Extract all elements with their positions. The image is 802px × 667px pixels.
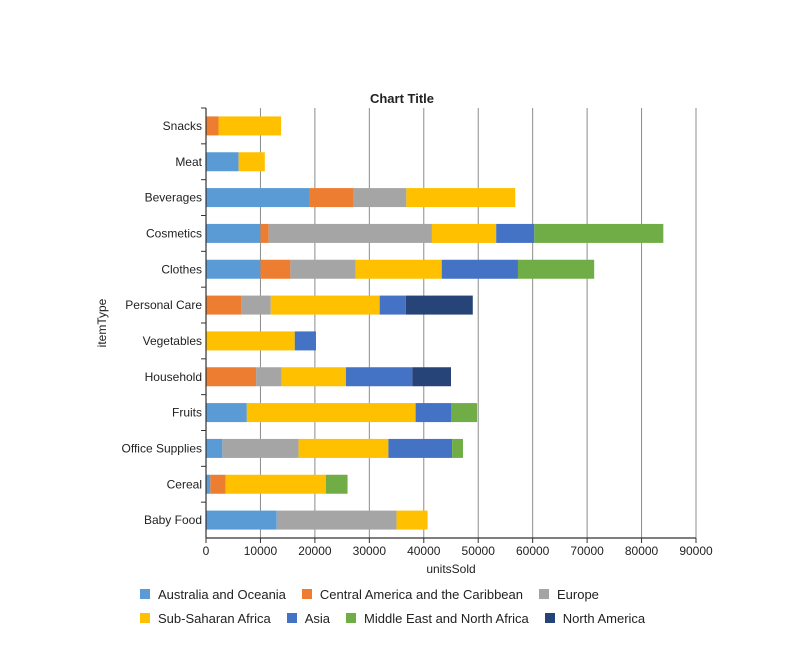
bar-segment <box>222 438 299 458</box>
y-tick-label: Meat <box>175 155 202 169</box>
y-tick-label: Household <box>145 370 202 384</box>
legend-row-1: Australia and Oceania Central America an… <box>140 582 700 606</box>
bar-segment <box>268 223 432 243</box>
bar-segment <box>246 403 416 423</box>
bar-segment <box>325 474 348 494</box>
legend-label: Central America and the Caribbean <box>319 586 523 602</box>
legend-item: Central America and the Caribbean <box>301 586 523 602</box>
bar-segment <box>517 259 595 279</box>
y-tick-label: Snacks <box>163 119 202 133</box>
bar-segment <box>206 331 295 351</box>
chart-title: Chart Title <box>370 91 434 106</box>
bar-segment <box>270 295 380 315</box>
bar-segment <box>260 259 291 279</box>
y-tick-label: Personal Care <box>125 298 202 312</box>
x-tick-label: 20000 <box>298 544 332 558</box>
bar-segment <box>206 510 277 530</box>
chart-svg: Chart Title 0 10000 20000 30000 40000 50000 600… <box>95 91 713 576</box>
legend-swatch <box>544 613 555 623</box>
legend-item: Europe <box>538 586 599 602</box>
bar-segment <box>534 223 664 243</box>
x-tick-label: 80000 <box>625 544 659 558</box>
legend-swatch <box>140 613 150 623</box>
bar-segment <box>206 116 219 136</box>
bar-segment <box>206 438 223 458</box>
legend-swatch <box>346 613 357 623</box>
legend-label: Middle East and North Africa <box>364 610 529 626</box>
bar-segment <box>388 438 453 458</box>
x-tick-label: 60000 <box>516 544 550 558</box>
bar-segment <box>206 367 257 387</box>
y-axis-title: itemType <box>95 298 109 347</box>
bar-segment <box>206 223 261 243</box>
legend-label: North America <box>562 610 646 626</box>
legend-label: Australia and Oceania <box>158 586 286 602</box>
legend-item: Australia and Oceania <box>140 587 286 602</box>
bar-segment <box>290 259 356 279</box>
bar-segment <box>379 295 406 315</box>
legend: Australia and Oceania Central America an… <box>140 582 700 630</box>
bar-segment <box>206 295 242 315</box>
legend-label: Sub-Saharan Africa <box>158 610 271 626</box>
x-axis-title: unitsSold <box>426 562 475 576</box>
legend-item: Middle East and North Africa <box>346 611 529 626</box>
y-tick-label: Vegetables <box>143 334 202 348</box>
legend-swatch <box>140 589 150 599</box>
bar-segment <box>431 223 497 243</box>
bar-segment <box>260 223 269 243</box>
bar-segment <box>355 259 442 279</box>
legend-item: Asia <box>286 610 331 626</box>
x-tick-label: 40000 <box>407 544 441 558</box>
legend-label: Europe <box>556 586 599 602</box>
bar-segment <box>210 474 226 494</box>
x-tick-label: 70000 <box>570 544 604 558</box>
bar-segment <box>238 152 265 172</box>
bar-segment <box>452 438 463 458</box>
bar-segment <box>206 474 211 494</box>
x-tick-label: 0 <box>203 544 210 558</box>
bar-segment <box>415 403 451 423</box>
y-tick-label: Cereal <box>167 477 202 491</box>
bar-segment <box>406 188 516 208</box>
y-tick-label: Office Supplies <box>122 441 203 455</box>
bar-segment <box>206 152 239 172</box>
bar-segment <box>353 188 407 208</box>
legend-swatch <box>538 589 549 599</box>
x-tick-label: 10000 <box>244 544 278 558</box>
legend-swatch <box>286 613 297 623</box>
legend-item: Sub-Saharan Africa <box>140 611 271 626</box>
bar-segment <box>298 438 389 458</box>
bar-segment <box>218 116 282 136</box>
x-tick-label: 30000 <box>353 544 387 558</box>
bar-segment <box>276 510 397 530</box>
bar-segment <box>281 367 346 387</box>
bar-segment <box>496 223 535 243</box>
bar-segment <box>294 331 316 351</box>
bar-segment <box>345 367 413 387</box>
bar-segment <box>396 510 428 530</box>
bar-segment <box>441 259 518 279</box>
legend-row-2: Sub-Saharan Africa Asia Middle East and … <box>140 606 700 630</box>
bar-segment <box>451 403 478 423</box>
bar-segment <box>206 259 261 279</box>
x-tick-label: 50000 <box>462 544 496 558</box>
bar-segment <box>405 295 473 315</box>
legend-label: Asia <box>304 610 331 626</box>
y-tick-label: Clothes <box>161 262 202 276</box>
bar-segment <box>206 403 247 423</box>
y-tick-label: Fruits <box>172 406 202 420</box>
bar-segment <box>225 474 326 494</box>
bar-segment <box>309 188 353 208</box>
bar-segment <box>412 367 451 387</box>
x-tick-label: 90000 <box>679 544 713 558</box>
y-tick-label: Baby Food <box>144 513 202 527</box>
bar-segment <box>256 367 282 387</box>
y-tick-label: Cosmetics <box>146 226 202 240</box>
legend-item: North America <box>544 610 646 626</box>
y-tick-label: Beverages <box>145 191 202 205</box>
bar-segment <box>241 295 271 315</box>
legend-swatch <box>301 589 312 599</box>
bar-segment <box>206 188 310 208</box>
